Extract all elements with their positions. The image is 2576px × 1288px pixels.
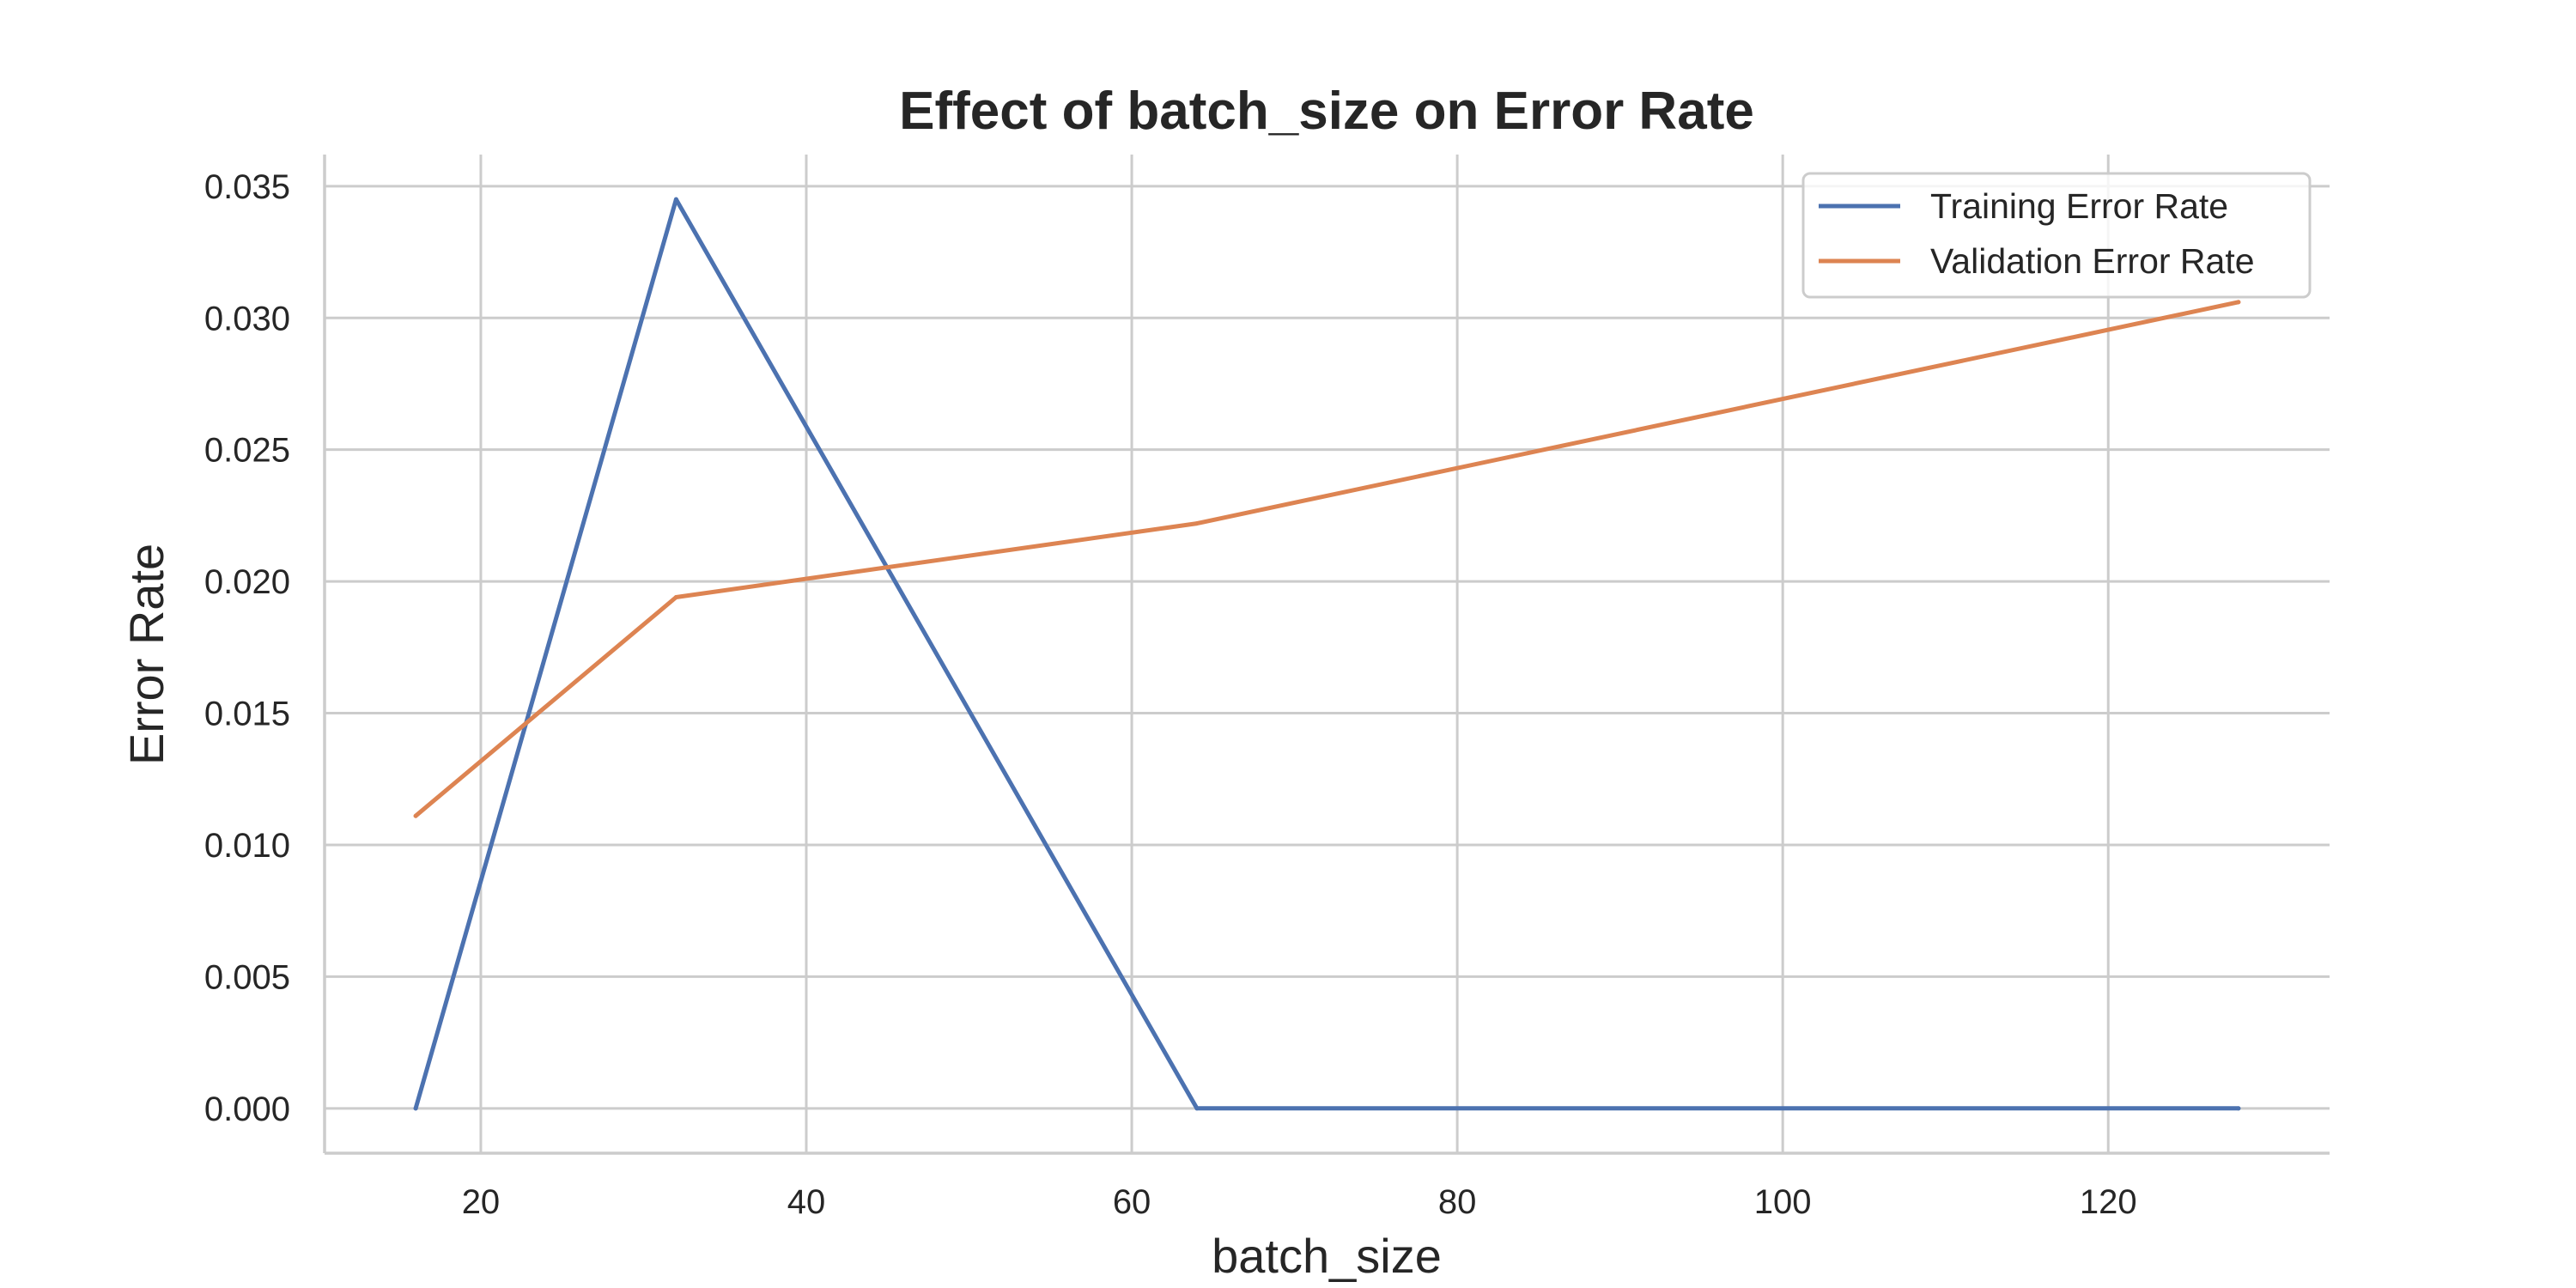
x-tick-label: 40 <box>787 1183 826 1221</box>
x-tick-label: 60 <box>1113 1183 1151 1221</box>
x-tick-label: 80 <box>1438 1183 1477 1221</box>
series-line-validation <box>413 300 2241 818</box>
data-point <box>1194 1106 1200 1111</box>
legend-label-training: Training Error Rate <box>1930 186 2228 226</box>
x-tick-label: 100 <box>1754 1183 1812 1221</box>
axes-spines <box>323 155 2330 1155</box>
data-point <box>2236 1106 2241 1111</box>
y-tick-label: 0.005 <box>204 958 290 996</box>
y-tick-label: 0.010 <box>204 827 290 865</box>
grid <box>325 155 2330 1153</box>
data-point <box>2236 300 2241 305</box>
y-axis-label: Error Rate <box>119 544 173 765</box>
tick-labels: 20 40 60 80 100 120 0.000 0.005 0.010 0.015 0.020 0… <box>204 168 2137 1221</box>
legend-box <box>1801 172 2312 299</box>
y-tick-label: 0.030 <box>204 300 290 337</box>
y-tick-label: 0.035 <box>204 168 290 206</box>
y-tick-label: 0.025 <box>204 432 290 470</box>
legend-label-validation: Validation Error Rate <box>1930 241 2255 281</box>
data-point <box>1194 521 1200 526</box>
y-tick-label: 0.015 <box>204 696 290 733</box>
x-tick-label: 20 <box>462 1183 501 1221</box>
y-tick-label: 0.000 <box>204 1091 290 1128</box>
y-tick-label: 0.020 <box>204 563 290 601</box>
data-point <box>413 1106 418 1111</box>
legend: Training Error Rate Validation Error Rat… <box>1801 172 2312 299</box>
data-point <box>673 595 678 600</box>
series-lines <box>413 197 2241 1111</box>
chart-title: Effect of batch_size on Error Rate <box>899 82 1754 141</box>
x-tick-label: 120 <box>2080 1183 2137 1221</box>
data-point <box>413 813 418 818</box>
series-line-training <box>413 197 2241 1111</box>
data-point <box>673 197 678 202</box>
x-axis-label: batch_size <box>1212 1229 1442 1283</box>
